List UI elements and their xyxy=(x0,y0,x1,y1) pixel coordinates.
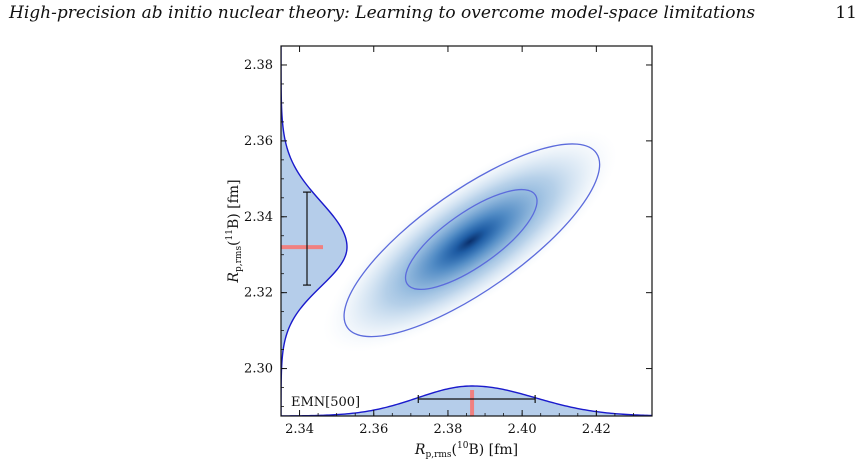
running-title: High-precision ab initio nuclear theory:… xyxy=(9,3,756,23)
y-tick-label: 2.34 xyxy=(244,210,273,225)
y-tick-label: 2.38 xyxy=(244,58,273,73)
x-axis-label: Rp,rms(10B) [fm] xyxy=(414,441,518,460)
page-number: 11 xyxy=(835,3,857,23)
x-marginal-curve xyxy=(281,385,652,416)
interaction-label: EMN[500] xyxy=(291,395,360,410)
contour-outer xyxy=(343,143,601,338)
density-core xyxy=(386,177,555,306)
y-tick-label: 2.32 xyxy=(244,286,273,301)
x-tick-label: 2.36 xyxy=(359,422,388,437)
y-tick-label: 2.30 xyxy=(244,362,273,377)
x-marginal-fill xyxy=(281,386,652,416)
x-tick-label: 2.38 xyxy=(433,422,462,437)
contour-inner xyxy=(404,188,538,291)
y-marginal-fill xyxy=(281,46,347,416)
x-tick-label: 2.34 xyxy=(285,422,314,437)
x-tick-label: 2.40 xyxy=(508,422,537,437)
y-tick-label: 2.36 xyxy=(244,134,273,149)
page-header: High-precision ab initio nuclear theory:… xyxy=(0,0,867,40)
y-axis-label: Rp,rms(11B) [fm] xyxy=(225,179,244,283)
x-tick-label: 2.42 xyxy=(582,422,611,437)
